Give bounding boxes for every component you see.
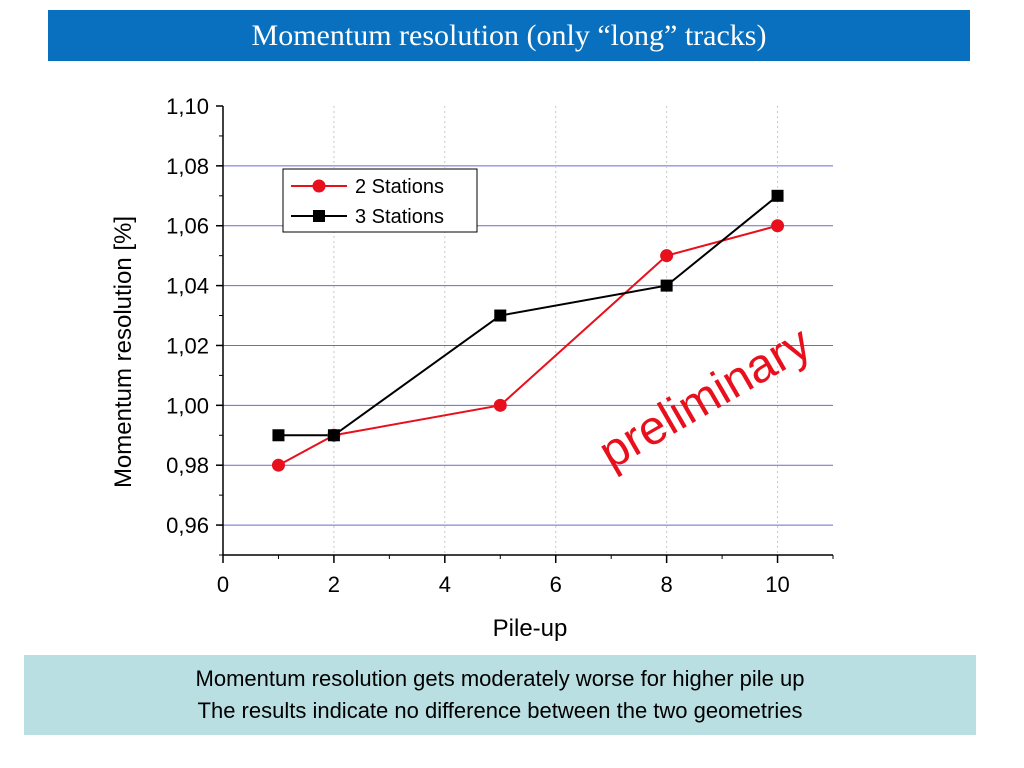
data-point-square [327,429,340,442]
y-tick-label: 1,08 [166,154,209,179]
data-point-square [272,429,285,442]
x-tick-label: 8 [661,572,673,597]
data-point-square [494,309,507,322]
y-axis-label: Momentum resolution [%] [110,215,137,489]
data-point-square [771,189,784,202]
x-tick-label: 6 [550,572,562,597]
data-point-circle [771,219,785,233]
data-point-circle [493,398,507,412]
x-tick-label: 4 [439,572,451,597]
y-tick-label: 1,04 [166,274,209,299]
x-tick-label: 2 [328,572,340,597]
y-tick-label: 0,96 [166,513,209,538]
x-tick-label: 10 [765,572,789,597]
legend-label: 3 Stations [355,206,444,228]
data-point-square [660,279,673,292]
data-point-circle [660,249,674,263]
y-tick-label: 1,10 [166,94,209,119]
y-tick-label: 1,06 [166,214,209,239]
summary-box: Momentum resolution gets moderately wors… [24,655,976,735]
y-tick-label: 1,00 [166,393,209,418]
summary-line-2: The results indicate no difference betwe… [197,698,803,723]
y-tick-label: 0,98 [166,453,209,478]
summary-line-1: Momentum resolution gets moderately wors… [195,666,805,691]
legend-label: 2 Stations [355,176,444,198]
data-point-circle [271,458,285,472]
x-tick-label: 0 [217,572,229,597]
y-tick-label: 1,02 [166,333,209,358]
legend-marker-circle [312,179,326,193]
x-axis-label: Pile-up [492,615,568,642]
legend-marker-square [313,210,325,222]
slide-title: Momentum resolution (only “long” tracks) [48,10,970,61]
